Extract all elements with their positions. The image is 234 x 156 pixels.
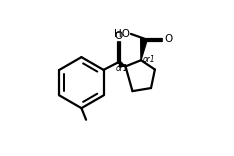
Text: or1: or1 [143, 55, 155, 64]
Text: O: O [164, 34, 172, 44]
Text: or1: or1 [115, 64, 128, 73]
Polygon shape [141, 38, 147, 60]
Text: O: O [115, 31, 123, 41]
Text: HO: HO [114, 29, 130, 39]
